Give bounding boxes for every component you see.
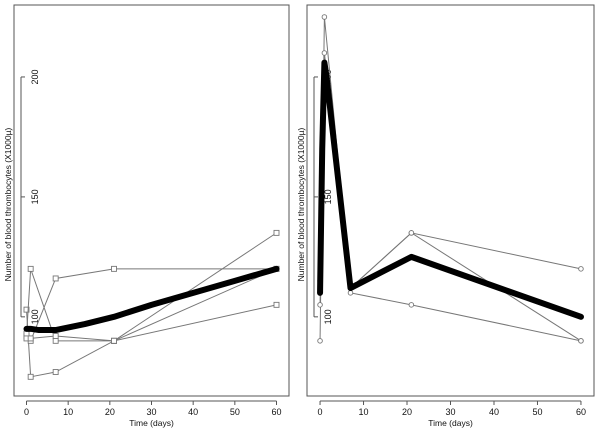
y-tick-label: 200: [30, 69, 40, 84]
series-point: [111, 265, 117, 272]
x-tick-label: 40: [489, 407, 499, 417]
x-tick-label: 50: [230, 407, 240, 417]
x-axis-title: Time (days): [129, 418, 174, 428]
y-tick-label: 100: [323, 309, 333, 324]
series-point: [27, 335, 34, 342]
series-point: [578, 266, 584, 272]
x-tick-label: 30: [445, 407, 455, 417]
x-tick-label: 60: [576, 407, 586, 417]
series-point: [321, 50, 328, 56]
series-point: [52, 337, 59, 344]
series-point: [317, 302, 323, 308]
series-point: [52, 333, 59, 339]
series-point: [578, 338, 584, 344]
left-panel: 0 10 20 30 40 50 60 Time (days) 100 150 200 Number …: [3, 4, 290, 428]
series-line: [319, 16, 582, 341]
y-tick-label: 150: [323, 189, 333, 204]
series-point: [321, 14, 328, 20]
y-axis-title: Number of blood thrombocytes (X1000µ): [296, 127, 306, 281]
x-tick-label: 10: [359, 407, 369, 417]
x-tick-label: 50: [532, 407, 542, 417]
series-point: [111, 337, 117, 344]
x-tick-label: 10: [63, 407, 73, 417]
series-point: [52, 275, 59, 282]
y-tick-label: 150: [30, 189, 40, 204]
series-point: [27, 265, 34, 272]
x-tick-label: 0: [318, 407, 323, 417]
series-point: [408, 302, 415, 308]
x-tick-label: 30: [146, 407, 156, 417]
series-point: [273, 301, 280, 308]
x-tick-label: 0: [24, 407, 29, 417]
mean-trend-line: [23, 265, 280, 334]
x-tick-label: 60: [271, 407, 281, 417]
x-tick-label: 40: [188, 407, 198, 417]
series-point: [273, 229, 280, 236]
y-axis-title: Number of blood thrombocytes (X1000µ): [3, 127, 13, 281]
plot-frame: [13, 4, 290, 397]
series-point: [23, 306, 30, 313]
x-axis-title: Time (days): [428, 418, 473, 428]
series-point: [347, 290, 354, 296]
x-tick-label: 20: [402, 407, 412, 417]
series-point: [27, 373, 34, 380]
series-point: [23, 330, 30, 337]
series-point: [317, 338, 323, 344]
x-tick-label: 20: [105, 407, 115, 417]
mean-trend-line: [317, 59, 584, 320]
y-tick-label: 100: [30, 309, 40, 324]
plot-frame: [306, 4, 595, 397]
series-point: [408, 230, 415, 236]
series-point: [52, 369, 59, 375]
series-line: [319, 52, 582, 342]
